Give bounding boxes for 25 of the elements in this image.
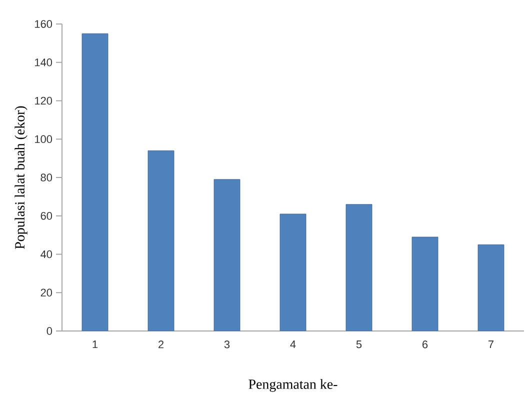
y-tick-label: 140 [35,58,52,66]
x-tick-label: 5 [356,340,362,348]
x-tick-label: 1 [92,340,98,348]
x-tick-label: 3 [224,340,230,348]
y-tick-label: 60 [40,212,52,220]
bar [478,244,504,331]
x-tick-label: 4 [290,340,296,348]
bar [148,150,174,331]
bar [214,179,240,331]
y-tick-label: 80 [40,174,52,182]
y-tick-label: 120 [35,96,52,105]
bar [412,236,438,331]
y-tick-label: 160 [35,20,52,28]
bar [280,214,306,331]
y-tick-label: 40 [40,250,52,258]
y-axis-title: Populasi lalat buah (ekor) [14,106,28,249]
y-tick-label: 0 [46,327,52,335]
x-tick-label: 2 [158,340,164,348]
y-tick-label: 20 [40,288,52,297]
x-tick-label: 6 [422,340,428,348]
bar [346,204,372,331]
x-tick-label: 7 [488,340,494,348]
x-axis-title: Pengamatan ke- [248,379,338,392]
bar [82,33,108,331]
y-tick-label: 100 [35,135,52,144]
